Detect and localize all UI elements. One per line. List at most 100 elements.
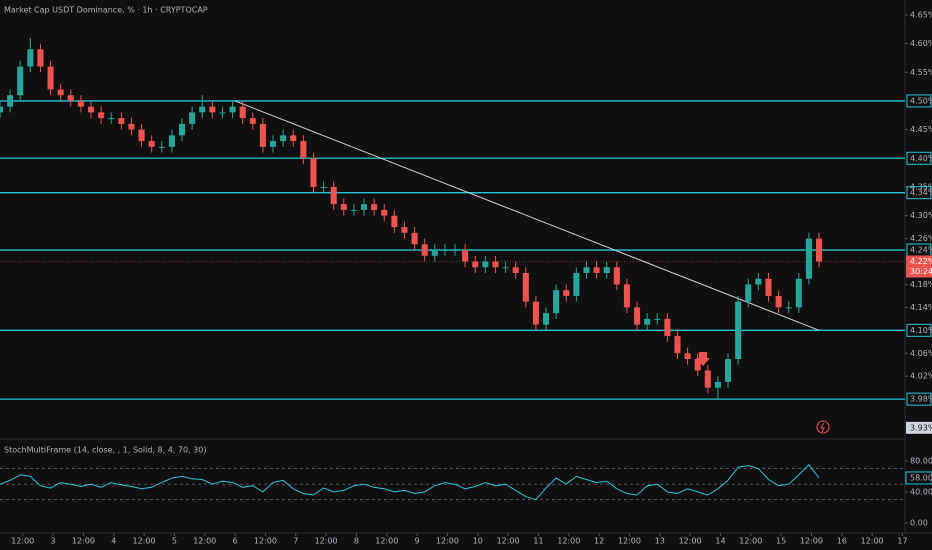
level-badge <box>906 323 932 337</box>
y-tick-label: 4.02% <box>910 372 932 381</box>
candle-body <box>300 141 307 159</box>
candle-body <box>178 123 186 136</box>
candle-body <box>67 95 74 101</box>
x-tick-label: 6 <box>233 537 238 546</box>
x-tick-label: 12:00 <box>254 537 277 546</box>
candle-body <box>401 227 408 233</box>
candle-body <box>644 318 651 325</box>
candle-body <box>684 353 691 360</box>
candle-body <box>472 261 479 268</box>
x-tick-label: 12:00 <box>72 537 95 546</box>
x-tick-label: 12:00 <box>739 537 762 546</box>
candle-body <box>320 186 327 188</box>
candle-body <box>664 318 671 337</box>
candle-body <box>391 215 398 228</box>
candle-body <box>502 267 509 269</box>
oscillator-y-tick-label: 40.00 <box>910 487 932 496</box>
candle-body <box>593 267 600 273</box>
x-tick-label: 11 <box>533 537 543 546</box>
candle-body <box>634 307 641 325</box>
y-tick-label: 4.60% <box>910 39 932 48</box>
x-tick-label: 16 <box>837 537 847 546</box>
x-tick-label: 12:00 <box>800 537 823 546</box>
candle-body <box>795 278 802 308</box>
x-tick-label: 4 <box>111 537 116 546</box>
axis-badge <box>906 421 932 434</box>
candle-body <box>735 301 742 360</box>
candle-body <box>371 204 378 210</box>
candle-body <box>451 250 459 252</box>
candle-body <box>613 267 620 285</box>
candle-body <box>249 118 256 124</box>
candle-body <box>17 66 24 96</box>
level-badge <box>906 94 932 108</box>
candle-body <box>219 112 226 114</box>
oscillator-y-tick-label: 0.00 <box>910 518 928 527</box>
y-tick-label: 4.06% <box>910 349 932 358</box>
oscillator-title: StochMultiFrame (14, close, , 1, Solid, … <box>4 446 206 455</box>
y-tick-label: 4.55% <box>910 68 932 77</box>
candle-body <box>158 146 165 148</box>
y-tick-label: 4.30% <box>910 211 932 220</box>
candle-body <box>492 261 499 268</box>
candle-body <box>199 106 206 113</box>
level-badge <box>906 392 932 406</box>
x-tick-label: 13 <box>655 537 665 546</box>
candle-body <box>805 238 812 279</box>
y-tick-label: 4.14% <box>910 303 932 312</box>
x-tick-label: 7 <box>293 537 298 546</box>
x-tick-label: 12:00 <box>436 537 459 546</box>
candle-body <box>785 307 792 309</box>
candle-body <box>381 209 388 216</box>
oscillator-current-label: 58.00 <box>910 473 932 482</box>
candle-body <box>816 238 823 262</box>
candle-body <box>573 272 580 296</box>
alert-icon <box>816 420 830 434</box>
candle-body <box>725 359 732 382</box>
candle-body <box>37 49 44 67</box>
candle-body <box>714 381 721 388</box>
candle-body <box>694 359 701 371</box>
current-price-label: 4.22% <box>910 257 932 266</box>
candle-body <box>623 284 630 308</box>
candle-body <box>704 370 711 388</box>
candle-body <box>340 204 347 210</box>
x-tick-label: 12 <box>594 537 604 546</box>
candle-body <box>462 250 469 262</box>
x-tick-label: 3 <box>51 537 56 546</box>
oscillator-badge <box>905 471 932 485</box>
candle-body <box>290 135 297 142</box>
x-tick-label: 12:00 <box>557 537 580 546</box>
x-tick-label: 10 <box>473 537 483 546</box>
candle-body <box>563 290 570 296</box>
x-tick-label: 5 <box>172 537 177 546</box>
candle-body <box>755 278 762 285</box>
x-tick-label: 12:00 <box>193 537 216 546</box>
y-tick-label: 4.26% <box>910 234 932 243</box>
candle-body <box>431 250 438 256</box>
candle-body <box>138 129 145 142</box>
candle-body <box>87 106 95 113</box>
x-tick-label: 12:00 <box>11 537 34 546</box>
candle-body <box>360 204 368 210</box>
candle-body <box>57 89 64 96</box>
x-tick-label: 9 <box>415 537 420 546</box>
candle-body <box>118 118 125 124</box>
x-tick-label: 12:00 <box>497 537 520 546</box>
signal-arrow <box>696 352 710 366</box>
candle-body <box>654 318 661 320</box>
x-tick-label: 12:00 <box>618 537 641 546</box>
y-tick-label: 4.18% <box>910 280 932 289</box>
candle-body <box>108 118 115 120</box>
level-label: 4.10% <box>910 326 932 335</box>
level-label: 4.34% <box>910 188 932 197</box>
candle-body <box>583 267 590 273</box>
candle-body <box>512 267 519 273</box>
x-tick-label: 8 <box>354 537 359 546</box>
x-tick-label: 12:00 <box>861 537 884 546</box>
candle-body <box>229 106 236 113</box>
candle-body <box>209 106 216 113</box>
oscillator-y-tick-label: 80.00 <box>910 456 932 465</box>
